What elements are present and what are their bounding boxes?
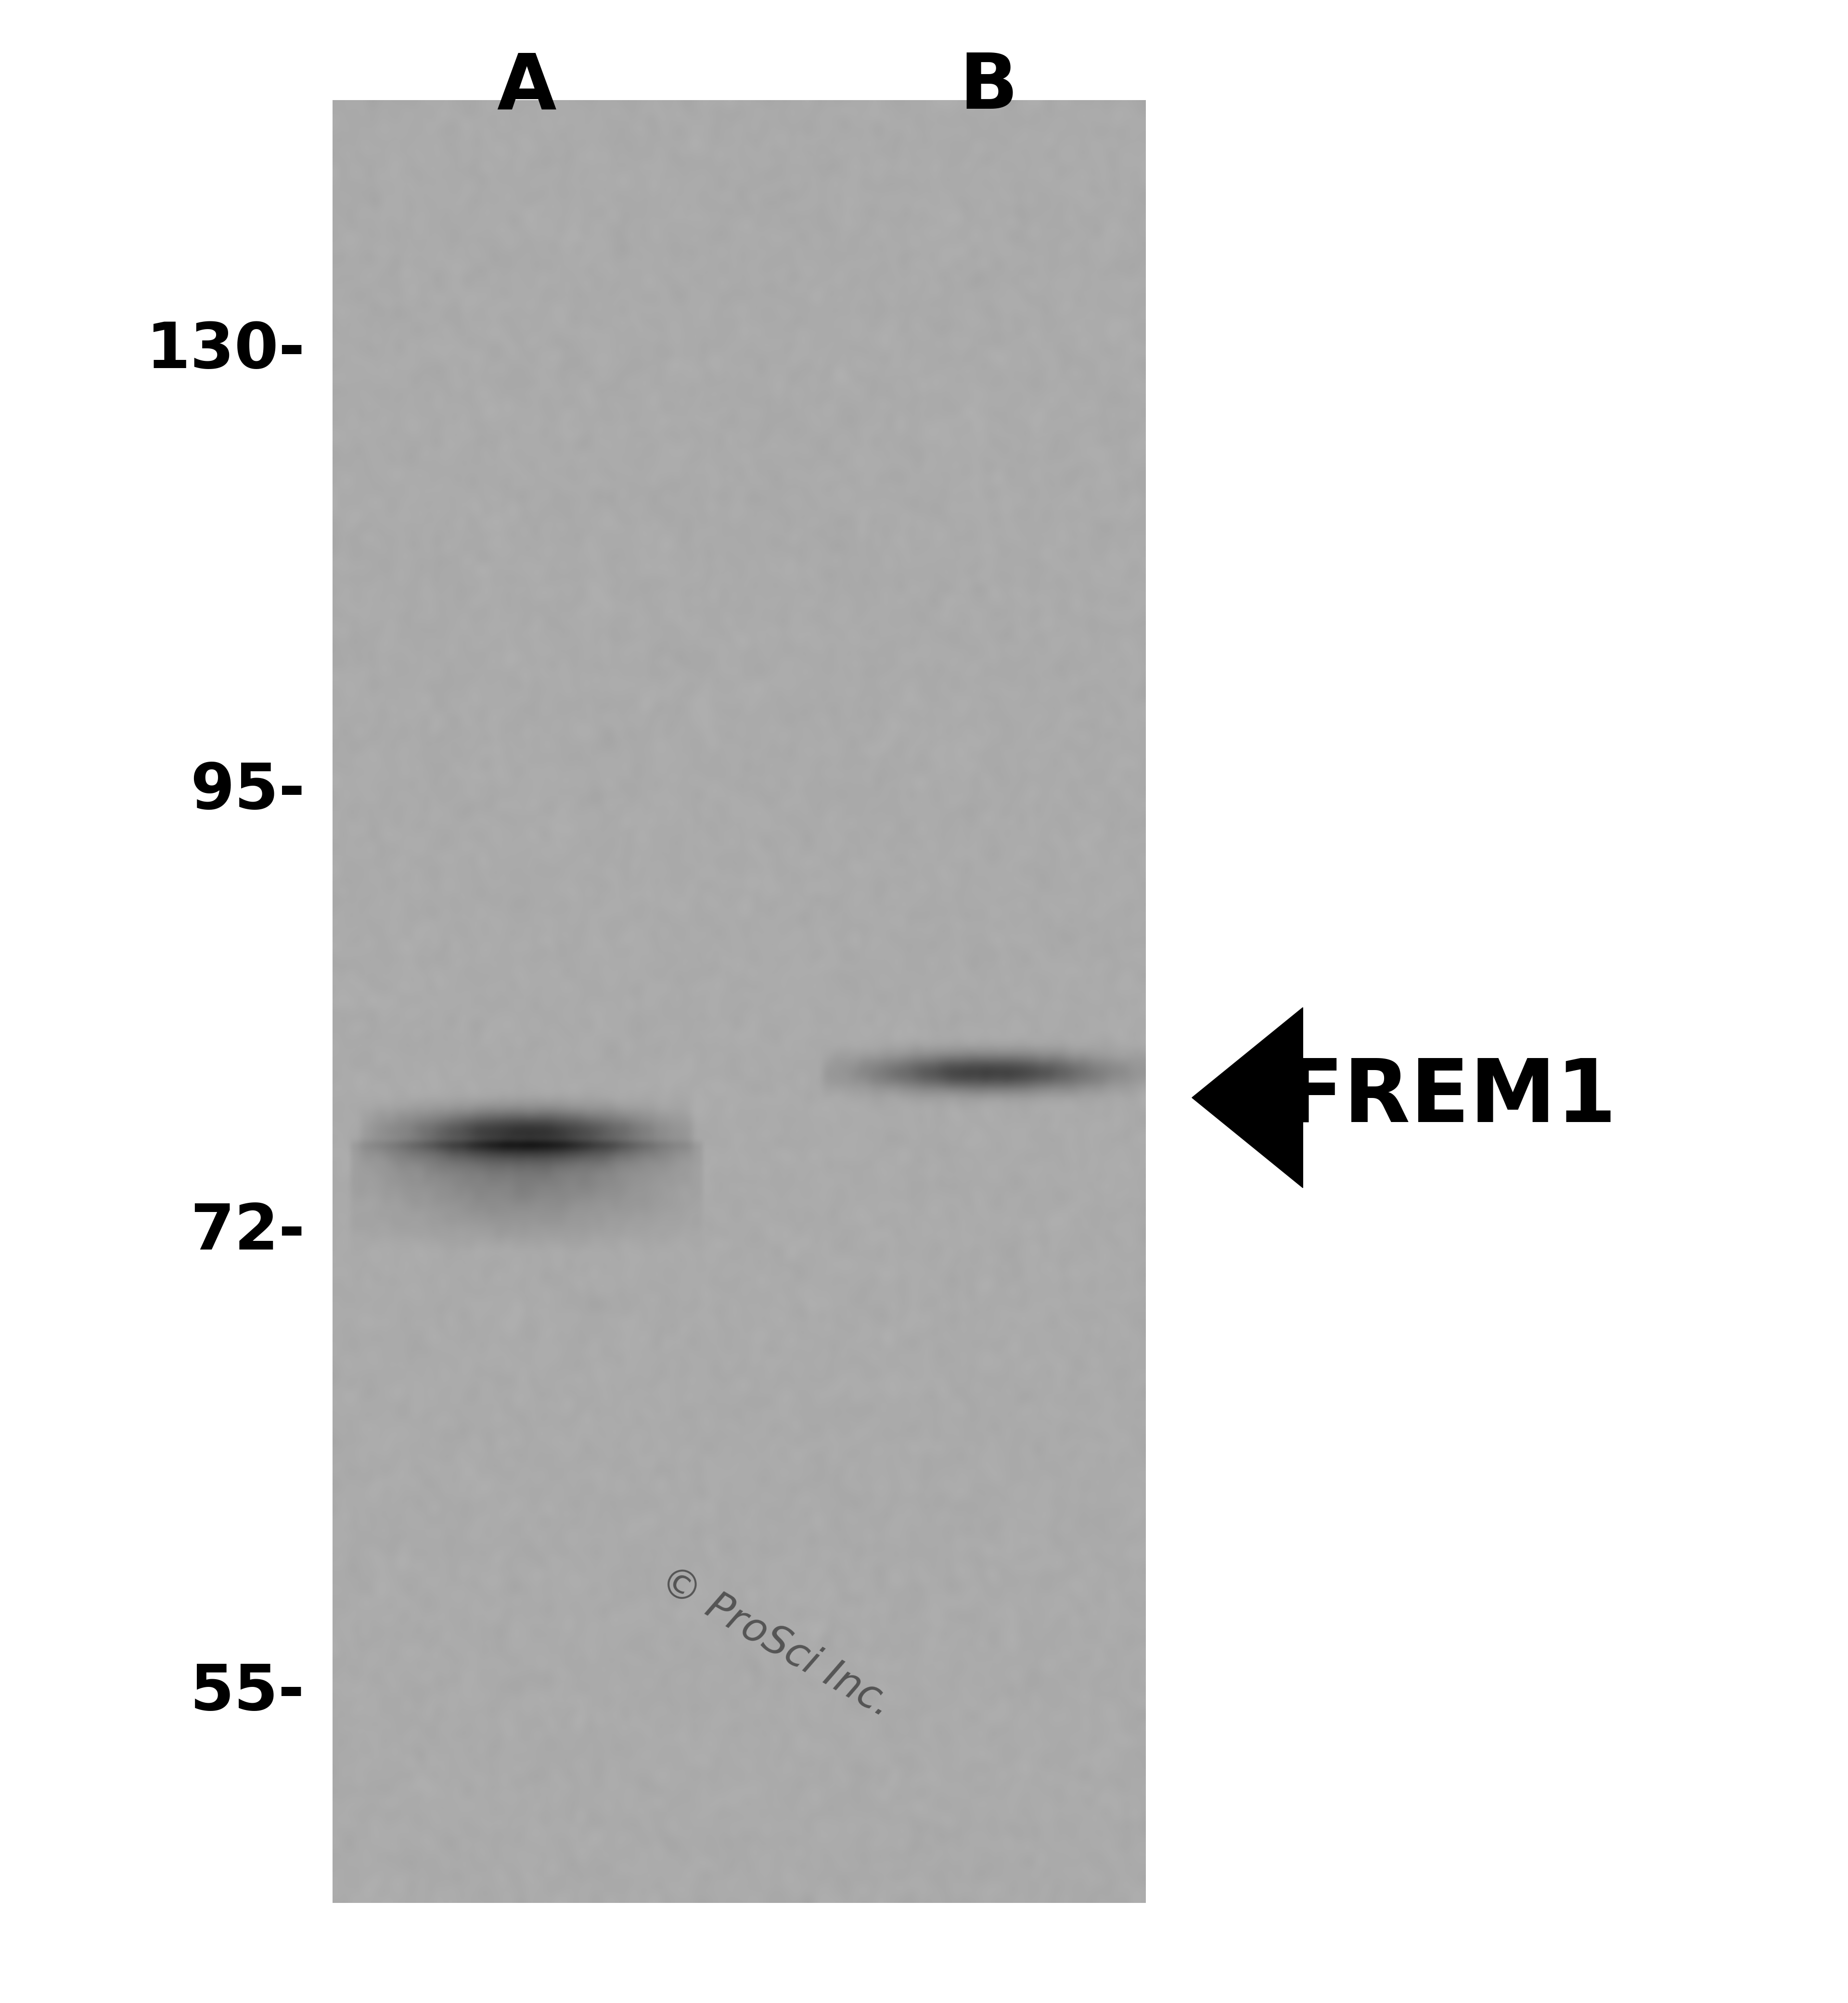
- Text: 95-: 95-: [190, 761, 305, 821]
- Text: B: B: [959, 50, 1018, 124]
- Text: © ProSci Inc.: © ProSci Inc.: [652, 1560, 900, 1725]
- Text: A: A: [497, 50, 556, 124]
- Text: FREM1: FREM1: [1284, 1056, 1617, 1140]
- Text: 130-: 130-: [146, 320, 305, 381]
- Text: 72-: 72-: [190, 1202, 305, 1262]
- Text: 55-: 55-: [190, 1662, 305, 1723]
- Polygon shape: [1192, 1008, 1303, 1188]
